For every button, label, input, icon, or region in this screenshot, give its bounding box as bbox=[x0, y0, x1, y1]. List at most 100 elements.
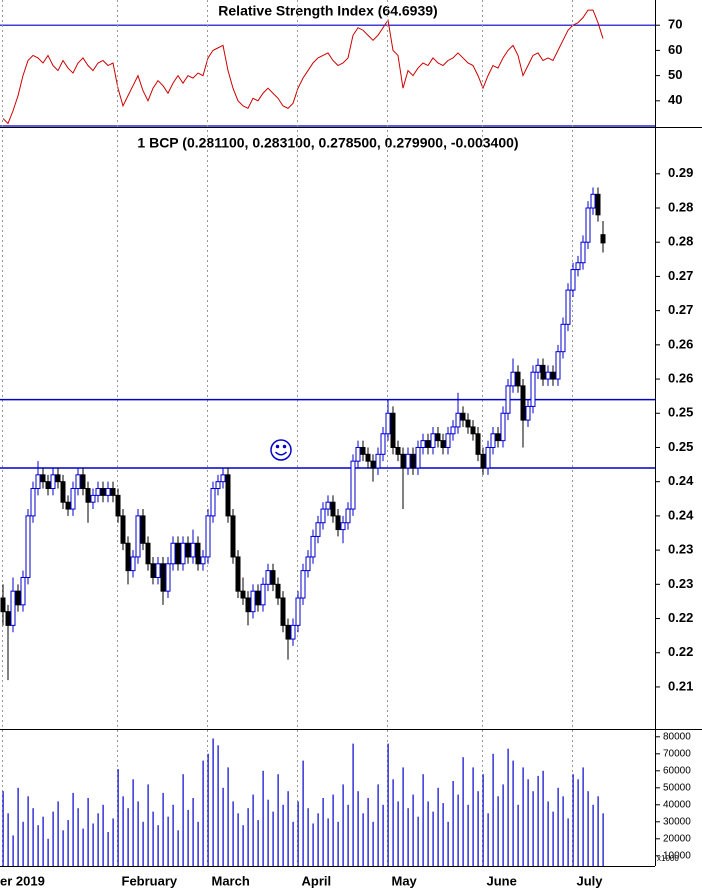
y-tick-label: 0.27 bbox=[668, 268, 693, 283]
candle-body bbox=[155, 563, 161, 578]
y-tick-label: 40 bbox=[668, 92, 682, 107]
y-tick-label: 50 bbox=[668, 67, 682, 82]
volume-bar bbox=[112, 818, 114, 866]
volume-bar bbox=[52, 811, 54, 866]
candle-body bbox=[400, 453, 406, 469]
volume-bar bbox=[512, 760, 514, 866]
candle-body bbox=[480, 453, 486, 469]
y-tick-label: 0.29 bbox=[668, 165, 693, 180]
volume-bar bbox=[22, 821, 24, 866]
candle-body bbox=[250, 590, 256, 613]
candle-body bbox=[445, 433, 451, 448]
volume-bar bbox=[177, 830, 179, 866]
candle-body bbox=[535, 364, 541, 373]
volume-bar bbox=[282, 804, 284, 866]
candle-body bbox=[195, 542, 201, 565]
volume-bar bbox=[532, 791, 534, 866]
candle-body bbox=[510, 371, 516, 387]
candle-body bbox=[540, 364, 546, 380]
y-tick-label: 0.23 bbox=[668, 542, 693, 557]
volume-bar bbox=[272, 811, 274, 866]
volume-bar bbox=[317, 813, 319, 866]
volume-bar bbox=[462, 757, 464, 866]
candle-body bbox=[405, 453, 411, 469]
candle-body bbox=[135, 515, 141, 558]
candle-body bbox=[315, 522, 321, 537]
volume-bar bbox=[377, 784, 379, 866]
candle-body bbox=[105, 488, 111, 496]
y-tick-label: 50000 bbox=[663, 782, 691, 793]
volume-bar bbox=[182, 774, 184, 866]
candle-body bbox=[235, 556, 241, 592]
candle-body bbox=[35, 474, 41, 490]
candle-body bbox=[20, 576, 26, 606]
volume-bar bbox=[397, 801, 399, 866]
candle-body bbox=[265, 570, 271, 585]
candle-body bbox=[210, 488, 216, 517]
candle-body bbox=[60, 481, 66, 503]
volume-bar bbox=[522, 767, 524, 866]
volume-bar bbox=[362, 813, 364, 866]
volume-bar bbox=[57, 801, 59, 866]
volume-bar bbox=[477, 791, 479, 866]
candle-body bbox=[245, 597, 251, 613]
candle-body bbox=[85, 488, 91, 503]
volume-bar bbox=[2, 791, 4, 866]
candle-body bbox=[460, 412, 466, 421]
candle-body bbox=[590, 193, 596, 209]
volume-bar bbox=[122, 796, 124, 866]
volume-bar bbox=[602, 813, 604, 866]
volume-bar bbox=[7, 813, 9, 866]
x-tick-label: June bbox=[487, 873, 517, 888]
volume-bar bbox=[357, 791, 359, 866]
candle-body bbox=[185, 542, 191, 558]
candle-body bbox=[5, 611, 11, 626]
volume-bar bbox=[472, 767, 474, 866]
candle-body bbox=[335, 515, 341, 531]
candle-body bbox=[80, 474, 86, 490]
candle-body bbox=[220, 474, 226, 483]
volume-bar bbox=[577, 779, 579, 866]
candle-body bbox=[140, 515, 146, 544]
volume-bar bbox=[587, 791, 589, 866]
candle-body bbox=[175, 542, 181, 565]
candle-body bbox=[280, 597, 286, 626]
volume-bar bbox=[287, 791, 289, 866]
volume-bar bbox=[427, 801, 429, 866]
candle-body bbox=[320, 508, 326, 524]
candle-body bbox=[230, 515, 236, 558]
candle-body bbox=[40, 474, 46, 483]
volume-bar bbox=[567, 818, 569, 866]
y-tick-label: 0.25 bbox=[668, 439, 693, 454]
candle-body bbox=[560, 323, 566, 353]
candle-body bbox=[225, 474, 231, 517]
candle-body bbox=[300, 570, 306, 599]
volume-bar bbox=[117, 769, 119, 866]
volume-bar bbox=[72, 792, 74, 866]
candle-body bbox=[425, 440, 431, 448]
candle-body bbox=[550, 371, 556, 380]
volume-bar bbox=[582, 767, 584, 866]
volume-bar bbox=[97, 813, 99, 866]
candle-body bbox=[505, 385, 511, 414]
volume-bar bbox=[312, 823, 314, 866]
y-tick-label: 60 bbox=[668, 42, 682, 57]
y-tick-label: 0.27 bbox=[668, 302, 693, 317]
y-tick-label: 70000 bbox=[663, 748, 691, 759]
y-tick-label: 0.22 bbox=[668, 644, 693, 659]
x-tick-label: er 2019 bbox=[0, 873, 45, 888]
candle-body bbox=[70, 488, 76, 510]
volume-bar bbox=[237, 813, 239, 866]
volume-bar bbox=[407, 808, 409, 866]
volume-bar bbox=[392, 779, 394, 866]
volume-bar bbox=[332, 794, 334, 866]
candle-body bbox=[555, 351, 561, 380]
volume-bar bbox=[352, 743, 354, 866]
volume-bar bbox=[42, 816, 44, 866]
volume-bar bbox=[252, 794, 254, 866]
candle-body bbox=[470, 426, 476, 435]
y-tick-label: 0.24 bbox=[668, 473, 694, 488]
panel-title: Relative Strength Index (64.6939) bbox=[218, 3, 437, 19]
candle-body bbox=[490, 433, 496, 448]
volume-bar bbox=[327, 818, 329, 866]
